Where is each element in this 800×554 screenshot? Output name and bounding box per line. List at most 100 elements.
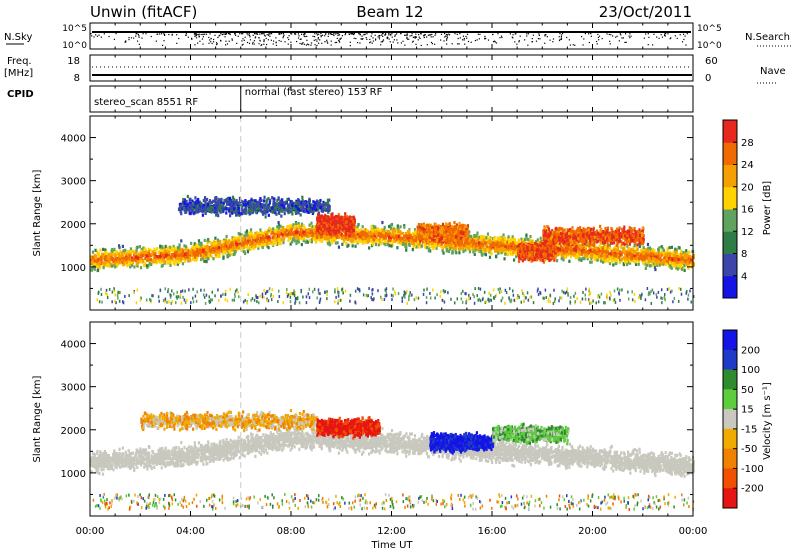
- nsky-sample: [163, 40, 165, 42]
- data-cell: [182, 257, 185, 261]
- data-cell: [469, 234, 473, 238]
- nsky-sample: [664, 34, 666, 37]
- data-cell: [185, 252, 188, 256]
- data-cell: [509, 248, 512, 253]
- data-cell: [471, 237, 474, 241]
- nsky-sample: [448, 34, 451, 36]
- data-cell: [406, 236, 409, 240]
- data-cell: [569, 250, 572, 254]
- data-cell: [683, 252, 686, 256]
- nsky-sample: [499, 37, 501, 39]
- data-cell: [381, 220, 384, 225]
- data-cell: [92, 263, 95, 267]
- data-cell: [679, 265, 682, 269]
- nsky-sample: [610, 34, 612, 36]
- nsky-sample: [430, 41, 433, 44]
- data-cell: [121, 253, 124, 258]
- data-cell: [167, 256, 170, 260]
- nsky-sample: [163, 34, 166, 36]
- data-cell: [313, 225, 316, 229]
- data-cell: [142, 253, 145, 258]
- nsky-sample: [212, 41, 215, 43]
- data-cell: [102, 266, 105, 270]
- nsky-sample: [304, 35, 306, 38]
- data-cell: [497, 237, 500, 241]
- data-cell: [490, 252, 493, 256]
- nsky-tick-high: 10^5: [62, 24, 87, 34]
- data-cell: [344, 235, 347, 240]
- data-cell: [583, 256, 586, 261]
- data-cell: [370, 225, 373, 229]
- nsky-sample: [191, 37, 193, 39]
- data-cell: [376, 229, 379, 234]
- data-cell: [402, 240, 405, 244]
- data-cell: [559, 244, 563, 249]
- data-cell: [288, 226, 291, 230]
- nsky-sample: [251, 43, 254, 45]
- data-cell: [394, 236, 397, 240]
- data-cell: [104, 261, 107, 265]
- nsky-sample: [225, 40, 227, 42]
- nsky-sample: [136, 40, 139, 42]
- nsky-sample: [258, 43, 260, 45]
- data-cell: [431, 244, 434, 248]
- nsky-sample: [225, 33, 227, 35]
- data-cell: [558, 252, 561, 256]
- data-cell: [578, 247, 581, 252]
- data-cell: [345, 241, 348, 246]
- nsky-sample: [366, 38, 368, 40]
- data-cell: [680, 253, 683, 257]
- data-cell: [688, 260, 691, 264]
- data-cell: [175, 252, 178, 256]
- data-cell: [462, 244, 466, 248]
- nsky-sample: [369, 42, 371, 44]
- data-cell: [151, 250, 155, 254]
- nsky-sample: [372, 40, 374, 42]
- data-cell: [644, 266, 647, 270]
- data-cell: [177, 253, 180, 257]
- nsky-sample: [195, 34, 198, 36]
- data-cell: [279, 239, 282, 243]
- data-cell: [487, 237, 490, 241]
- data-cell: [618, 260, 621, 265]
- data-cell: [289, 230, 292, 234]
- data-cell: [211, 250, 215, 254]
- data-cell: [168, 259, 171, 263]
- data-cell: [584, 247, 587, 251]
- data-cell: [364, 232, 368, 236]
- nsky-sample: [361, 38, 363, 40]
- data-cell: [408, 233, 412, 237]
- nsky-sample: [306, 39, 308, 41]
- data-cell: [94, 248, 97, 252]
- data-cell: [500, 247, 503, 251]
- nsky-sample: [138, 35, 140, 37]
- data-cell: [198, 250, 202, 255]
- nsky-sample: [318, 33, 320, 35]
- data-cell: [521, 238, 525, 242]
- nsky-sample: [606, 33, 608, 35]
- nsky-sample: [669, 38, 671, 40]
- data-cell: [358, 232, 361, 236]
- data-cell: [640, 257, 643, 261]
- nsky-sample: [445, 33, 448, 36]
- data-cell: [429, 249, 432, 253]
- data-cell: [537, 240, 540, 244]
- nave-tick-low: 0: [705, 73, 711, 84]
- data-cell: [508, 240, 511, 244]
- nsky-sample: [337, 34, 339, 37]
- data-cell: [461, 246, 465, 251]
- nsky-sample: [457, 37, 459, 40]
- data-cell: [620, 257, 624, 261]
- data-cell: [243, 211, 246, 215]
- data-cell: [239, 245, 242, 249]
- data-cell: [456, 245, 459, 249]
- data-cell: [251, 235, 254, 239]
- data-cell: [167, 250, 171, 255]
- data-cell: [683, 255, 686, 260]
- nsky-sample: [378, 38, 381, 40]
- data-cell: [685, 258, 688, 262]
- data-cell: [214, 241, 217, 246]
- nsky-sample: [549, 39, 551, 41]
- data-cell: [176, 260, 179, 264]
- data-cell: [668, 261, 672, 265]
